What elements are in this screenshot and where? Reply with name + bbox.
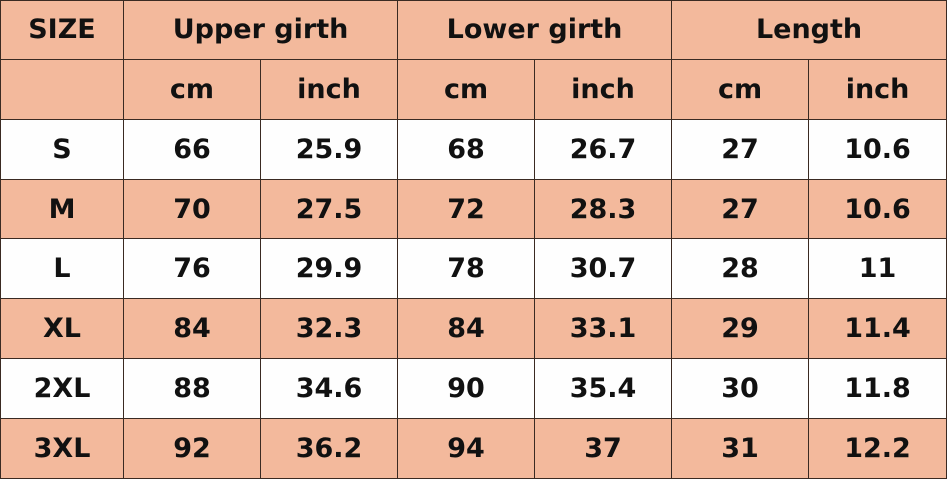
value-cell: 35.4 [534,358,673,420]
table-row: S 66 25.9 68 26.7 27 10.6 [0,118,948,180]
unit-cell: cm [397,58,536,120]
table-row: 2XL 88 34.6 90 35.4 30 11.8 [0,358,948,420]
table-row: 3XL 92 36.2 94 37 31 12.2 [0,418,948,479]
table-row: L 76 29.9 78 30.7 28 11 [0,238,948,300]
value-cell: 10.6 [808,178,948,240]
value-cell: 31 [671,418,810,479]
value-cell: 29.9 [259,238,399,300]
value-cell: 26.7 [534,118,673,180]
value-cell: 92 [123,418,261,479]
value-cell: 25.9 [259,118,399,180]
value-cell: 72 [397,178,536,240]
value-cell: 32.3 [259,298,399,360]
value-cell: 33.1 [534,298,673,360]
size-header: SIZE [0,0,124,60]
value-cell: 88 [123,358,261,420]
value-cell: 12.2 [808,418,948,479]
value-cell: 70 [123,178,261,240]
value-cell: 28.3 [534,178,673,240]
size-cell: M [0,178,124,240]
value-cell: 10.6 [808,118,948,180]
value-cell: 36.2 [259,418,399,479]
value-cell: 68 [397,118,536,180]
value-cell: 11 [808,238,948,300]
size-cell: XL [0,298,124,360]
unit-cell: cm [123,58,261,120]
size-cell: S [0,118,124,180]
length-header: Length [671,0,948,60]
unit-cell: inch [259,58,399,120]
value-cell: 11.8 [808,358,948,420]
value-cell: 94 [397,418,536,479]
value-cell: 66 [123,118,261,180]
lower-girth-header: Lower girth [397,0,673,60]
value-cell: 28 [671,238,810,300]
header-row: SIZE Upper girth Lower girth Length [0,0,948,60]
unit-cell: inch [534,58,673,120]
value-cell: 84 [397,298,536,360]
size-cell: L [0,238,124,300]
value-cell: 37 [534,418,673,479]
value-cell: 27 [671,178,810,240]
table-row: M 70 27.5 72 28.3 27 10.6 [0,178,948,240]
value-cell: 30 [671,358,810,420]
unit-row: cm inch cm inch cm inch [0,58,948,120]
value-cell: 76 [123,238,261,300]
value-cell: 90 [397,358,536,420]
value-cell: 34.6 [259,358,399,420]
size-cell: 2XL [0,358,124,420]
unit-cell: inch [808,58,948,120]
size-cell: 3XL [0,418,124,479]
value-cell: 78 [397,238,536,300]
unit-blank [0,58,124,120]
upper-girth-header: Upper girth [122,0,399,60]
unit-cell: cm [671,58,810,120]
value-cell: 30.7 [534,238,673,300]
table-row: XL 84 32.3 84 33.1 29 11.4 [0,298,948,360]
value-cell: 84 [123,298,261,360]
value-cell: 27 [671,118,810,180]
value-cell: 27.5 [259,178,399,240]
value-cell: 11.4 [808,298,948,360]
value-cell: 29 [671,298,810,360]
